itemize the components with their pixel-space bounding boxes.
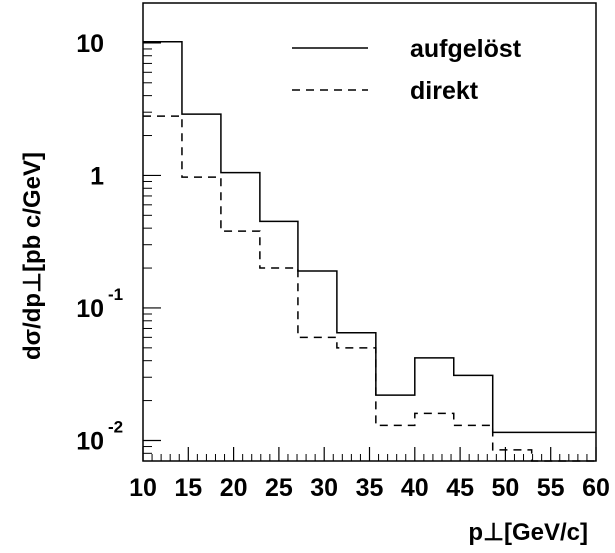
legend: aufgelöst direkt: [292, 35, 522, 105]
plot-frame: [142, 2, 597, 462]
x-axis-ticks: [142, 447, 597, 461]
series-line-direkt: [143, 115, 596, 462]
x-axis-title: p⊥[GeV/c]: [468, 519, 588, 546]
y-axis-title: dσ/dp⊥[pb c/GeV]: [19, 152, 46, 360]
x-tick-label-7: 45: [446, 474, 474, 502]
series-line-aufgeloest: [143, 41, 596, 434]
y-tick-label-0: 10: [76, 427, 104, 455]
y-tick-exponent-1: -1: [108, 285, 123, 304]
y-tick-label-3: 10: [76, 30, 104, 58]
x-tick-label-0: 10: [129, 474, 157, 502]
legend-label-direkt: direkt: [410, 77, 479, 105]
x-tick-label-8: 50: [491, 474, 519, 502]
y-axis-ticks: [143, 2, 161, 462]
x-tick-label-9: 55: [537, 474, 565, 502]
x-tick-label-10: 60: [582, 474, 610, 502]
x-tick-label-3: 25: [265, 474, 293, 502]
x-tick-label-4: 30: [310, 474, 338, 502]
y-tick-label-2: 1: [90, 162, 104, 190]
series-lines: [143, 41, 596, 462]
x-tick-labels: 10 15 20 25 30 35 40 45 50 55 60: [129, 474, 610, 502]
x-tick-label-6: 40: [401, 474, 429, 502]
x-tick-label-1: 15: [174, 474, 202, 502]
x-tick-label-2: 20: [220, 474, 248, 502]
x-tick-label-5: 35: [356, 474, 384, 502]
legend-label-aufgeloest: aufgelöst: [410, 35, 522, 63]
y-tick-exponent-0: -2: [108, 417, 123, 436]
y-tick-label-1: 10: [76, 295, 104, 323]
